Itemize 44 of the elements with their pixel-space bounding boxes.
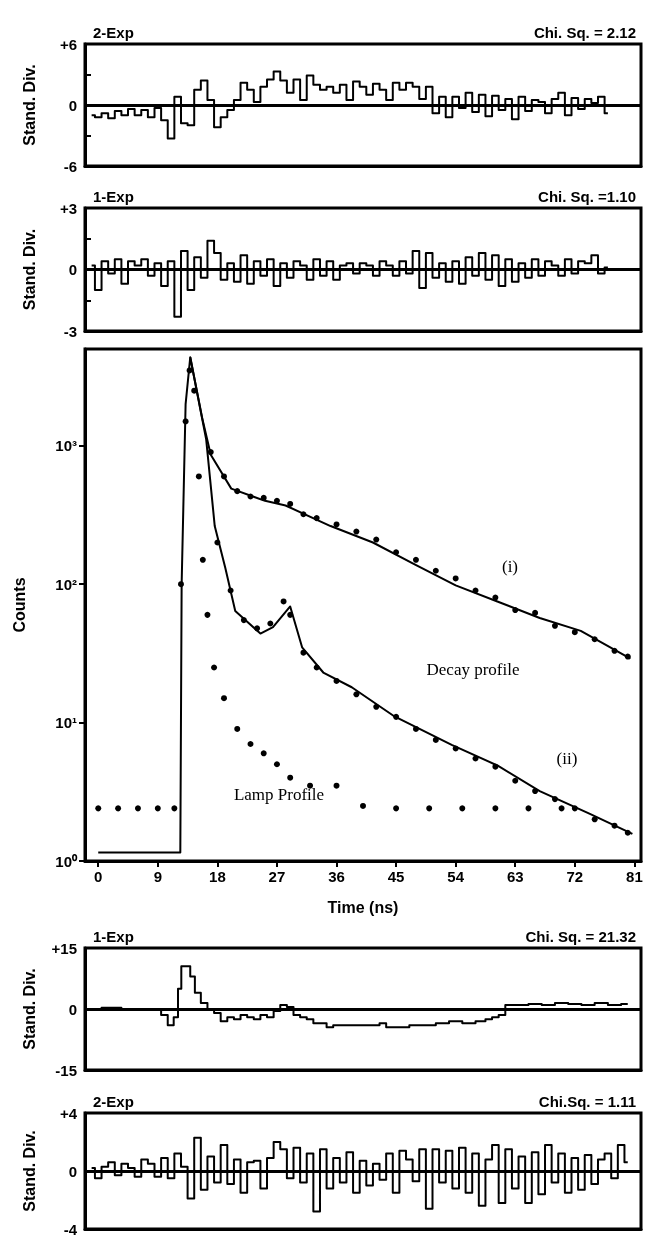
y-tick-label: 10³ (55, 437, 77, 455)
x-tick-label: 63 (506, 868, 524, 885)
annotation: (ii) (556, 748, 578, 768)
chart-title: 1-Exp (93, 928, 134, 945)
x-tick-label: 0 (94, 868, 103, 885)
x-tick-label: 72 (566, 868, 584, 885)
y-tick-label: -4 (63, 1220, 78, 1237)
chart-title: 1-Exp (93, 188, 134, 205)
x-tick-label: 9 (153, 868, 162, 885)
y-tick-label: 10¹ (55, 714, 77, 732)
y-axis-title: Counts (10, 577, 28, 633)
annotation: Decay profile (426, 659, 520, 679)
y-tick-label: +4 (59, 1104, 78, 1122)
x-tick-label: 36 (328, 868, 345, 885)
y-axis-title: Stand. Div. (20, 228, 38, 311)
y-axis-title: Stand. Div. (20, 1130, 38, 1212)
y-tick-label: +3 (59, 199, 77, 217)
chart-subtitle: Chi. Sq. = 2.12 (533, 24, 636, 41)
y-tick-label: 0 (68, 96, 77, 114)
chart-subtitle: Chi. Sq. = 21.32 (525, 928, 636, 945)
x-axis-title: Time (ns) (327, 898, 399, 916)
y-tick-label: -3 (63, 322, 77, 340)
x-tick-label: 54 (447, 868, 465, 885)
y-tick-label: +15 (51, 939, 77, 957)
y-axis-title: Stand. Div. (20, 968, 38, 1050)
y-tick-label: -6 (63, 157, 77, 175)
chart-subtitle: Chi. Sq. =1.10 (538, 188, 637, 205)
y-tick-label: 10² (55, 575, 77, 593)
chart-subtitle: Chi.Sq. = 1.11 (538, 1093, 637, 1110)
annotation: Lamp Profile (233, 784, 325, 804)
x-tick-label: 27 (268, 868, 286, 885)
y-tick-label: +6 (59, 35, 77, 53)
x-tick-label: 45 (387, 868, 405, 885)
y-axis-title: Stand. Div. (20, 64, 38, 146)
y-tick-label: -15 (55, 1061, 77, 1079)
x-tick-label: 18 (209, 868, 226, 885)
x-tick-label: 81 (626, 868, 643, 885)
y-tick-label: 10⁰ (55, 852, 78, 870)
y-tick-label: 0 (68, 1162, 77, 1180)
chart-title: 2-Exp (93, 24, 134, 41)
chart-title: 2-Exp (93, 1093, 134, 1110)
y-tick-label: 0 (68, 261, 77, 278)
y-tick-label: 0 (68, 1000, 77, 1018)
annotation: (i) (501, 556, 519, 576)
